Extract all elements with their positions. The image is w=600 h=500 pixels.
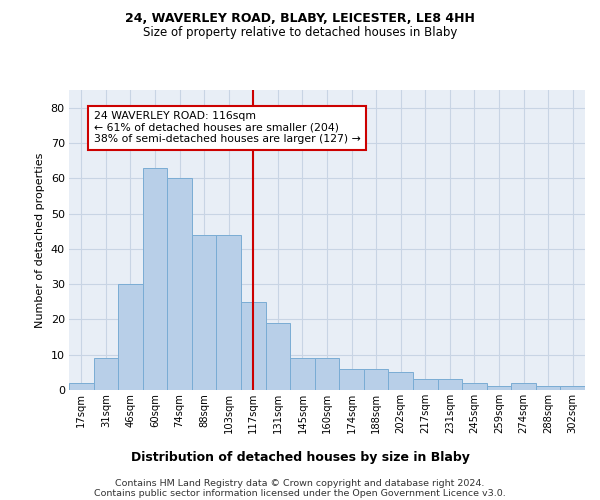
Bar [364, 369, 388, 390]
Bar [69, 383, 94, 390]
Bar [413, 380, 437, 390]
Text: 24 WAVERLEY ROAD: 116sqm
← 61% of detached houses are smaller (204)
38% of semi-: 24 WAVERLEY ROAD: 116sqm ← 61% of detach… [94, 111, 361, 144]
Bar [118, 284, 143, 390]
Text: Contains HM Land Registry data © Crown copyright and database right 2024.: Contains HM Land Registry data © Crown c… [115, 478, 485, 488]
Bar [560, 386, 585, 390]
Text: Distribution of detached houses by size in Blaby: Distribution of detached houses by size … [131, 451, 469, 464]
Bar [511, 383, 536, 390]
Bar [217, 234, 241, 390]
Bar [167, 178, 192, 390]
Bar [143, 168, 167, 390]
Bar [315, 358, 339, 390]
Bar [487, 386, 511, 390]
Bar [192, 234, 217, 390]
Bar [462, 383, 487, 390]
Bar [266, 323, 290, 390]
Bar [437, 380, 462, 390]
Text: Contains public sector information licensed under the Open Government Licence v3: Contains public sector information licen… [94, 488, 506, 498]
Bar [536, 386, 560, 390]
Bar [290, 358, 315, 390]
Bar [241, 302, 266, 390]
Bar [339, 369, 364, 390]
Text: 24, WAVERLEY ROAD, BLABY, LEICESTER, LE8 4HH: 24, WAVERLEY ROAD, BLABY, LEICESTER, LE8… [125, 12, 475, 26]
Bar [388, 372, 413, 390]
Text: Size of property relative to detached houses in Blaby: Size of property relative to detached ho… [143, 26, 457, 39]
Bar [94, 358, 118, 390]
Y-axis label: Number of detached properties: Number of detached properties [35, 152, 45, 328]
